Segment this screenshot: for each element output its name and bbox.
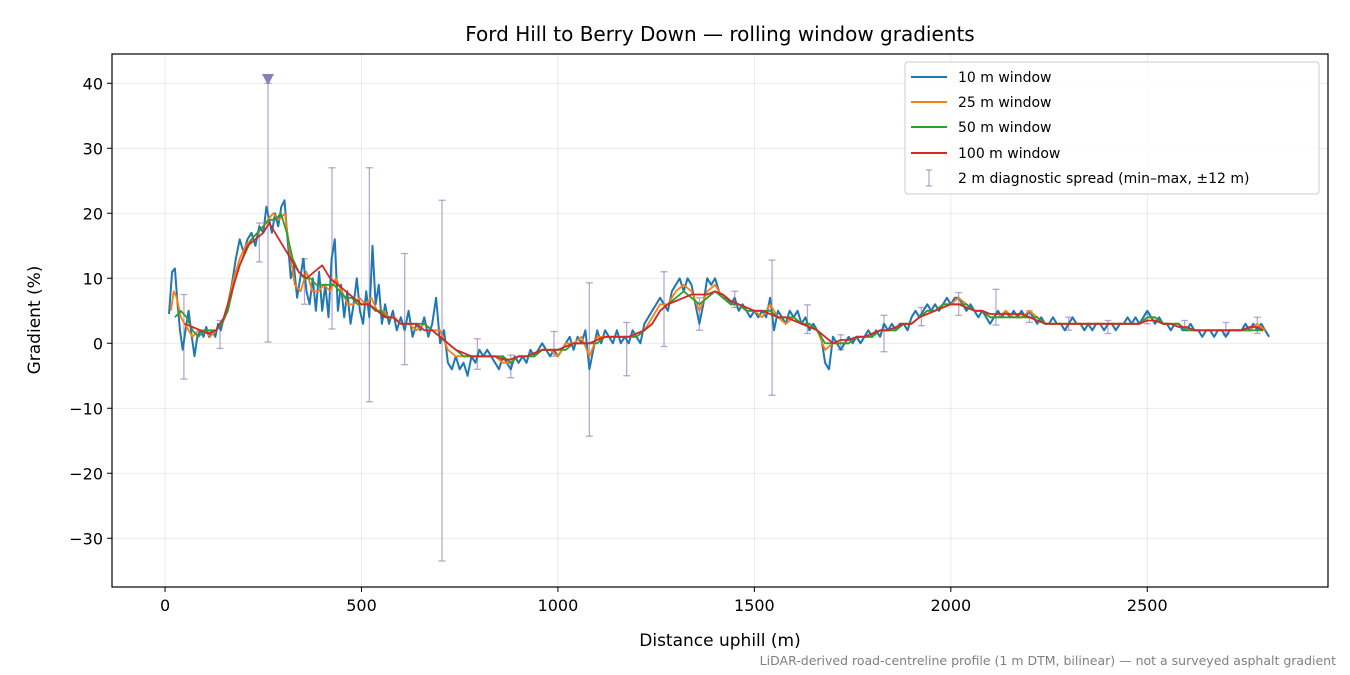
clipped-max-marker [261, 74, 274, 85]
x-axis-ticks: 0 500 1000 1500 2000 2500 [160, 587, 1168, 615]
y-tick-label: −20 [69, 464, 103, 483]
error-bar [880, 314, 888, 353]
y-tick-label: 10 [83, 269, 103, 288]
peak-marker [261, 74, 274, 85]
error-bar [401, 252, 409, 366]
legend-label: 100 m window [958, 146, 1060, 162]
legend: 10 m window 25 m window 50 m window 100 m w… [904, 61, 1320, 195]
error-bar [768, 259, 776, 396]
error-bar [1104, 319, 1112, 335]
x-axis-label: Distance uphill (m) [639, 631, 800, 651]
x-tick-label: 1000 [538, 596, 579, 615]
error-bar [365, 167, 373, 403]
error-bar [623, 321, 631, 377]
y-tick-label: 0 [93, 334, 103, 353]
y-tick-label: 30 [83, 139, 103, 158]
legend-frame [904, 61, 1320, 195]
chart-title: Ford Hill to Berry Down — rolling window… [465, 22, 974, 46]
error-bar [660, 271, 668, 348]
legend-label: 10 m window [958, 70, 1051, 86]
series-line-4 [184, 222, 1264, 361]
x-tick-label: 0 [160, 596, 170, 615]
series-line-1 [168, 199, 1270, 377]
x-tick-label: 500 [346, 596, 377, 615]
x-tick-label: 1500 [734, 596, 775, 615]
y-axis-ticks: −30 −20 −10 0 10 20 30 40 [69, 74, 112, 548]
plot-frame [111, 53, 1329, 588]
legend-errorbar-swatch [926, 169, 932, 187]
y-tick-label: −10 [69, 399, 103, 418]
diagnostic-error-bars [180, 82, 1261, 562]
error-bar [438, 199, 446, 562]
y-axis-label: Gradient (%) [25, 266, 45, 375]
x-tick-label: 2000 [930, 596, 971, 615]
legend-label: 50 m window [958, 120, 1051, 136]
error-bar [328, 167, 336, 330]
series-line-2 [170, 212, 1266, 364]
x-tick-label: 2500 [1127, 596, 1168, 615]
y-tick-label: −30 [69, 529, 103, 548]
error-bar [803, 304, 811, 335]
y-tick-label: 20 [83, 204, 103, 223]
legend-label: 2 m diagnostic spread (min–max, ±12 m) [958, 171, 1249, 187]
footnote: LiDAR-derived road-centreline profile (1… [760, 653, 1336, 668]
error-bar [992, 288, 1000, 326]
gradient-series [168, 199, 1270, 377]
legend-label: 25 m window [958, 95, 1051, 111]
y-tick-label: 40 [83, 74, 103, 93]
